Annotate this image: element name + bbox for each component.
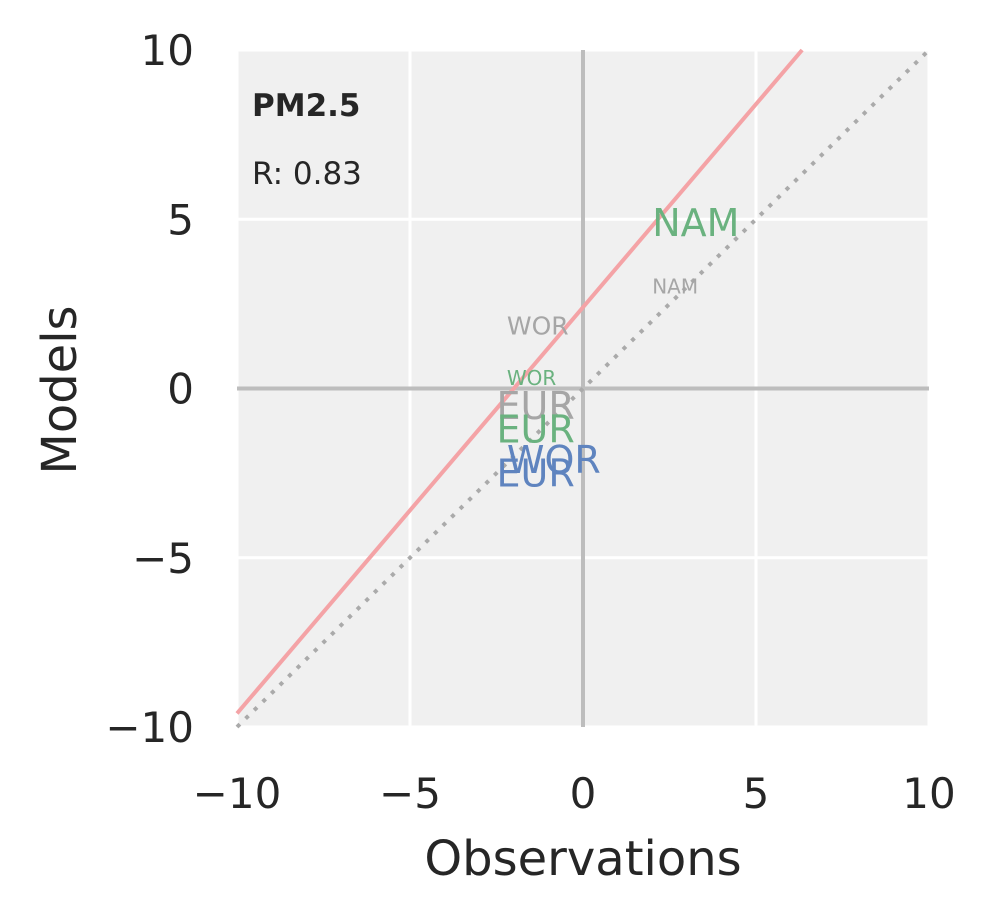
x-tick-label-4: 10 <box>902 769 955 818</box>
y-tick-label-1: −5 <box>132 534 194 583</box>
x-axis-label: Observations <box>424 831 741 887</box>
point-label-wor-3: WOR <box>507 366 557 390</box>
point-label-eur-5: EUR <box>497 408 575 452</box>
chart-title: PM2.5 <box>252 88 361 124</box>
point-label-eur-4: EUR <box>497 384 575 428</box>
point-label-nam-0: NAM <box>652 201 739 245</box>
y-tick-labels: −10 −5 0 5 10 <box>105 26 194 752</box>
x-tick-label-2: 0 <box>570 769 597 818</box>
y-tick-label-0: −10 <box>105 703 194 752</box>
x-tick-label-1: −5 <box>379 769 441 818</box>
x-tick-label-3: 5 <box>743 769 770 818</box>
point-label-wor-2: WOR <box>507 311 569 340</box>
y-tick-label-3: 5 <box>167 195 194 244</box>
point-label-eur-7: EUR <box>497 452 575 496</box>
y-tick-label-4: 10 <box>141 26 194 75</box>
x-tick-labels: −10 −5 0 5 10 <box>193 769 956 818</box>
regression-line <box>235 48 804 715</box>
one-to-one-line <box>235 48 931 729</box>
zero-lines <box>237 50 929 727</box>
reference-lines <box>235 48 931 729</box>
point-label-wor-6: WOR <box>507 438 601 482</box>
correlation-text: R: 0.83 <box>252 156 362 192</box>
y-tick-label-2: 0 <box>167 365 194 414</box>
point-label-nam-1: NAM <box>652 275 698 299</box>
y-axis-label: Models <box>32 305 88 474</box>
x-tick-label-0: −10 <box>193 769 282 818</box>
